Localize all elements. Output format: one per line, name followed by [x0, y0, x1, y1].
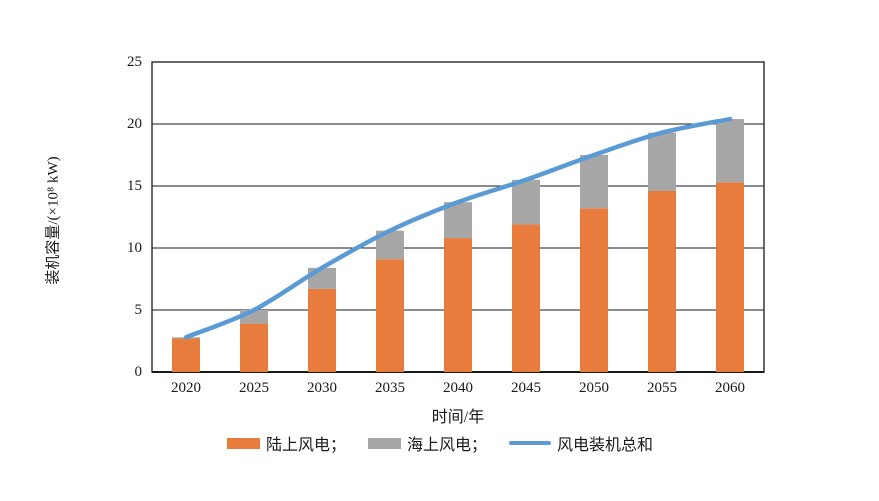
x-tick-label-2040: 2040: [443, 380, 473, 396]
x-tick-label-2045: 2045: [511, 380, 541, 396]
x-axis-title: 时间/年: [431, 409, 485, 426]
bar-onshore-2050: [580, 208, 608, 372]
bar-offshore-2055: [648, 132, 676, 191]
bar-onshore-2025: [240, 323, 268, 372]
legend-label-onshore: 陆上风电；: [265, 437, 346, 454]
chart-legend: 陆上风电； 海上风电； 风电装机总和: [110, 431, 770, 455]
x-tick-label-2030: 2030: [307, 380, 337, 396]
offshore-bar-swatch: [367, 437, 401, 449]
legend-label-total: 风电装机总和: [557, 437, 654, 454]
x-tick-label-2025: 2025: [239, 380, 269, 396]
bar-onshore-2045: [512, 224, 540, 372]
bar-offshore-2045: [512, 179, 540, 225]
legend-item-total: 风电装机总和: [509, 431, 653, 455]
bar-onshore-2060: [716, 182, 744, 372]
bar-offshore-2060: [716, 119, 744, 183]
bar-onshore-2035: [376, 259, 404, 372]
x-tick-label-2035: 2035: [375, 380, 405, 396]
x-tick-label-2060: 2060: [715, 380, 745, 396]
y-tick-label-25: 25: [127, 53, 142, 70]
bar-onshore-2040: [444, 238, 472, 372]
y-tick-label-5: 5: [134, 301, 143, 318]
onshore-bar-swatch: [226, 437, 260, 449]
y-tick-label-15: 15: [127, 177, 142, 194]
legend-label-offshore: 海上风电；: [406, 437, 487, 454]
bar-offshore-2030: [308, 267, 336, 289]
y-axis-title: 装机容量/(×10⁸ kW): [45, 156, 62, 285]
y-tick-label-20: 20: [127, 115, 142, 132]
bar-offshore-2040: [444, 202, 472, 239]
bar-onshore-2030: [308, 288, 336, 372]
y-tick-label-10: 10: [127, 239, 142, 256]
bar-offshore-2050: [580, 155, 608, 209]
x-tick-label-2020: 2020: [171, 380, 201, 396]
x-tick-label-2050: 2050: [579, 380, 609, 396]
y-tick-label-0: 0: [134, 363, 143, 380]
total-line: [183, 116, 733, 340]
legend-item-onshore: 陆上风电；: [226, 431, 346, 455]
legend-item-offshore: 海上风电；: [367, 431, 487, 455]
total-line-swatch: [509, 440, 551, 446]
bar-onshore-2020: [172, 338, 200, 372]
bar-onshore-2055: [648, 190, 676, 372]
x-tick-label-2055: 2055: [647, 380, 677, 396]
